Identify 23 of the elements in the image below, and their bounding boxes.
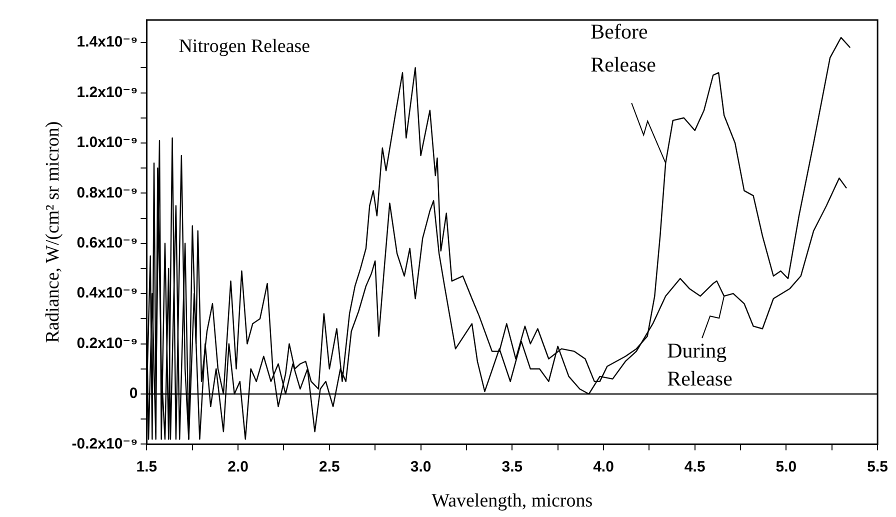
annotation: Nitrogen Release <box>178 36 310 57</box>
y-tick-label: 1.2x10⁻⁹ <box>76 84 138 101</box>
annotation: During Release <box>667 338 732 391</box>
annotation: Before Release <box>590 20 656 77</box>
y-tick-label: 0.2x10⁻⁹ <box>76 334 138 352</box>
x-tick-label: 4.5 <box>684 458 706 476</box>
x-tick-label: 5.5 <box>867 458 888 476</box>
x-tick-label: 2.5 <box>318 458 340 476</box>
x-tick-label: 2.0 <box>228 458 248 476</box>
x-tick-label: 3.5 <box>502 458 523 476</box>
y-tick-label: -0.2x10⁻⁹ <box>72 435 138 452</box>
x-axis-title: Wavelength, microns <box>432 490 593 512</box>
x-tick-label: 5.0 <box>776 458 797 476</box>
x-tick-label: 1.5 <box>136 458 158 476</box>
y-tick-label: 0 <box>129 385 138 402</box>
x-tick-label: 4.0 <box>593 458 614 476</box>
y-tick-label: 0.6x10⁻⁹ <box>76 234 138 252</box>
y-tick-label: 1.0x10⁻⁹ <box>76 134 138 152</box>
y-tick-label: 1.4x10⁻⁹ <box>76 34 138 51</box>
y-tick-label: 0.4x10⁻⁹ <box>76 284 138 302</box>
x-tick-label: 3.0 <box>410 458 432 476</box>
y-tick-label: 0.8x10⁻⁹ <box>76 184 138 202</box>
y-axis-title: Radiance, W/(cm² sr micron) <box>42 121 64 343</box>
